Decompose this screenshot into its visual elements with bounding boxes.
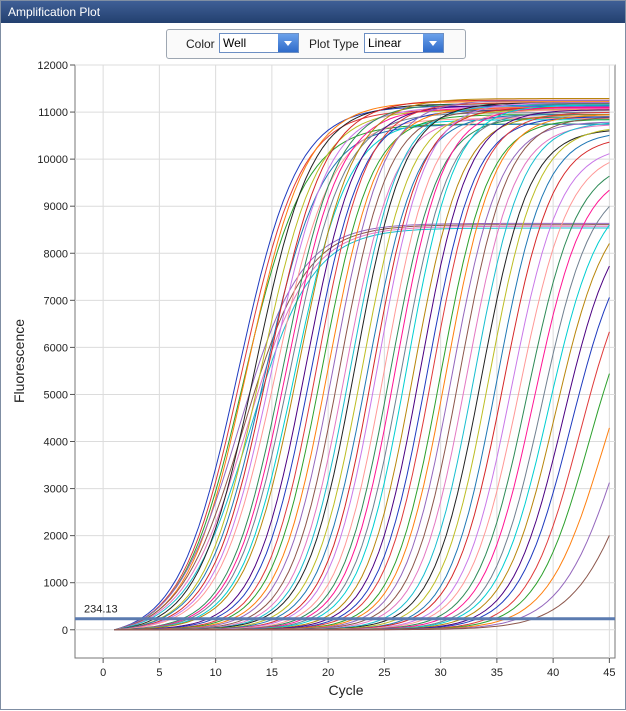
amplification-curve — [114, 227, 610, 631]
amplification-curve — [114, 224, 610, 631]
color-label: Color — [186, 37, 215, 51]
amplification-curve — [114, 105, 610, 631]
threshold-label: 234.13 — [84, 604, 118, 616]
y-tick-label: 5000 — [44, 389, 68, 401]
x-axis-label: Cycle — [328, 682, 363, 698]
panel-title: Amplification Plot — [1, 1, 625, 23]
color-select[interactable]: Well — [219, 33, 299, 53]
y-tick-label: 11000 — [38, 107, 68, 119]
plot-type-select-value: Linear — [368, 36, 402, 50]
chart-axes: 0 5 10 15 20 25 30 35 40 45 0 1000 2000 3000 4000 5000 6… — [37, 60, 615, 679]
plot-controls: Color Well Plot Type Linear — [166, 29, 466, 59]
amplification-curve — [114, 106, 610, 631]
amplification-curve — [114, 225, 610, 631]
x-tick-label: 5 — [156, 667, 162, 679]
amplification-curve — [114, 112, 610, 631]
threshold-group[interactable]: 234.13 — [75, 604, 615, 621]
plot-type-select[interactable]: Linear — [364, 33, 444, 53]
x-tick-label: 40 — [547, 667, 559, 679]
y-tick-label: 3000 — [44, 484, 68, 496]
y-tick-label: 7000 — [44, 295, 68, 307]
color-select-value: Well — [223, 36, 247, 50]
x-tick-label: 30 — [435, 667, 447, 679]
y-tick-label: 2000 — [44, 531, 68, 543]
amplification-curve — [114, 101, 610, 631]
x-tick-label: 45 — [603, 667, 615, 679]
amplification-curve — [114, 99, 610, 631]
y-tick-label: 1000 — [44, 578, 68, 590]
x-tick-label: 10 — [210, 667, 222, 679]
chart-series — [114, 98, 610, 631]
chevron-down-icon[interactable] — [423, 34, 443, 52]
chevron-down-icon[interactable] — [278, 34, 298, 52]
plot-type-label: Plot Type — [309, 37, 359, 51]
y-axis-label: Fluorescence — [11, 319, 27, 403]
y-tick-label: 0 — [62, 625, 68, 637]
y-tick-label: 8000 — [44, 248, 68, 260]
amplification-curve — [114, 535, 610, 631]
y-tick-label: 10000 — [37, 154, 68, 166]
amplification-curve — [114, 107, 610, 631]
y-tick-label: 4000 — [44, 437, 68, 449]
x-tick-label: 25 — [378, 667, 390, 679]
x-tick-label: 15 — [266, 667, 278, 679]
x-tick-label: 35 — [491, 667, 503, 679]
y-tick-label: 6000 — [44, 342, 68, 354]
y-tick-label: 9000 — [44, 201, 68, 213]
x-tick-label: 0 — [100, 667, 106, 679]
y-tick-label: 12000 — [37, 60, 68, 72]
x-tick-label: 20 — [322, 667, 334, 679]
